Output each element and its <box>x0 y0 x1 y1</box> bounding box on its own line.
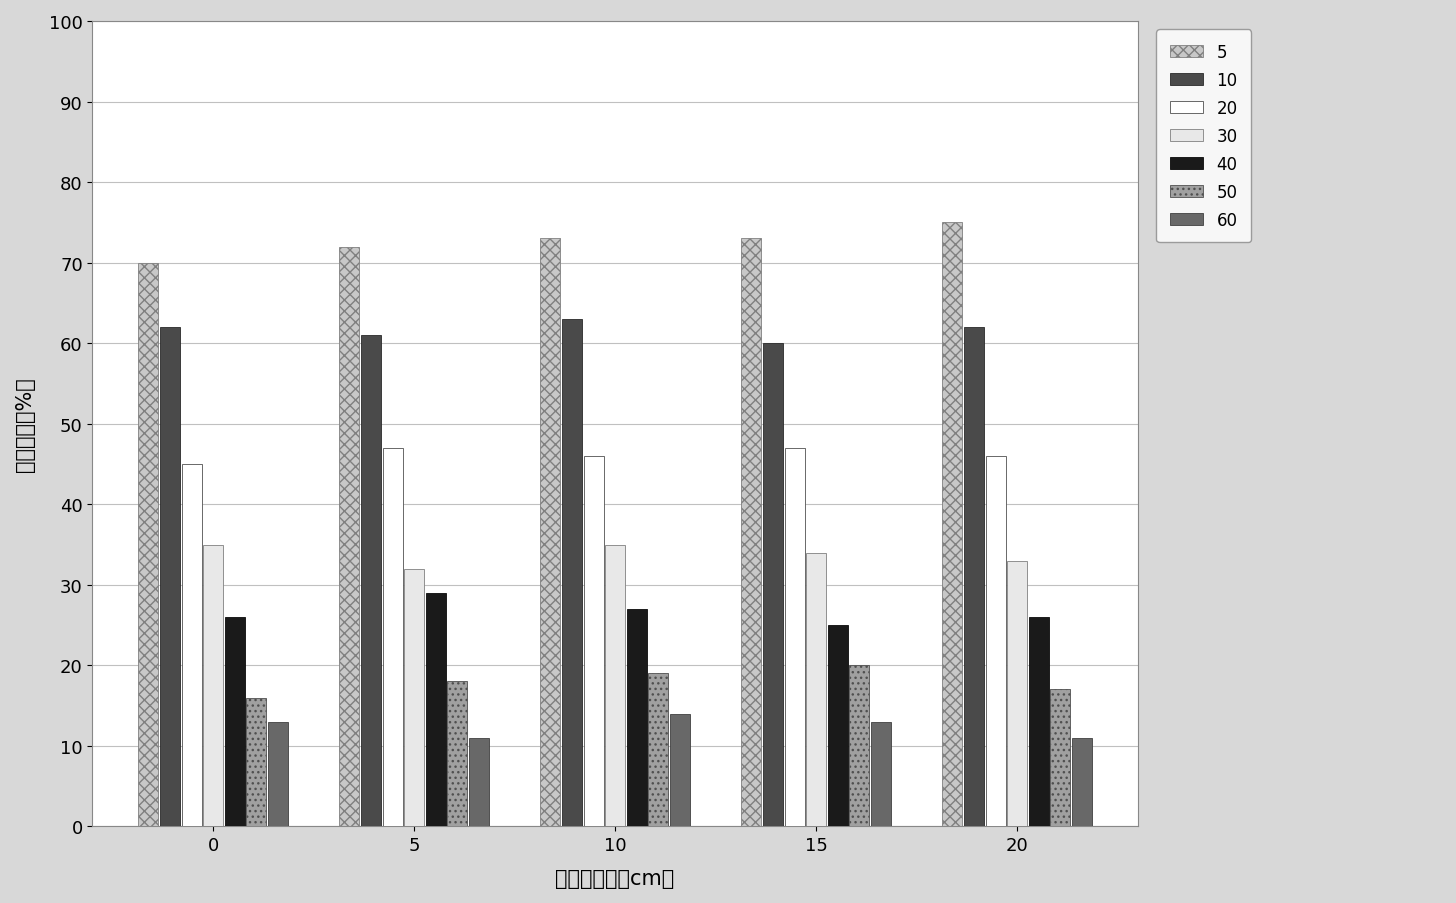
Bar <box>224 618 245 826</box>
Bar <box>182 464 201 826</box>
Bar <box>160 328 181 826</box>
Bar <box>339 247 360 826</box>
Bar <box>425 593 446 826</box>
Bar <box>849 666 869 826</box>
Bar <box>405 569 424 826</box>
Bar <box>1028 618 1048 826</box>
Bar <box>942 223 962 826</box>
Bar <box>741 239 761 826</box>
Y-axis label: 菲残留率（%）: 菲残留率（%） <box>15 377 35 471</box>
Bar <box>670 714 690 826</box>
Bar <box>1050 690 1070 826</box>
Bar <box>469 738 489 826</box>
Bar <box>383 449 402 826</box>
Bar <box>871 721 891 826</box>
Bar <box>763 344 783 826</box>
Bar <box>562 320 582 826</box>
Bar <box>361 336 381 826</box>
Bar <box>606 545 625 826</box>
Bar <box>138 264 159 826</box>
Bar <box>246 698 266 826</box>
Bar <box>827 626 847 826</box>
Bar <box>986 456 1006 826</box>
Bar <box>1072 738 1092 826</box>
Bar <box>202 545 223 826</box>
Bar <box>584 456 604 826</box>
Bar <box>807 553 826 826</box>
Bar <box>447 682 467 826</box>
Bar <box>1008 561 1026 826</box>
X-axis label: 距阳极距离（cm）: 距阳极距离（cm） <box>555 868 674 888</box>
Legend: 5, 10, 20, 30, 40, 50, 60: 5, 10, 20, 30, 40, 50, 60 <box>1156 31 1251 243</box>
Bar <box>785 449 805 826</box>
Bar <box>268 721 288 826</box>
Bar <box>540 239 561 826</box>
Bar <box>626 610 646 826</box>
Bar <box>648 674 668 826</box>
Bar <box>964 328 984 826</box>
